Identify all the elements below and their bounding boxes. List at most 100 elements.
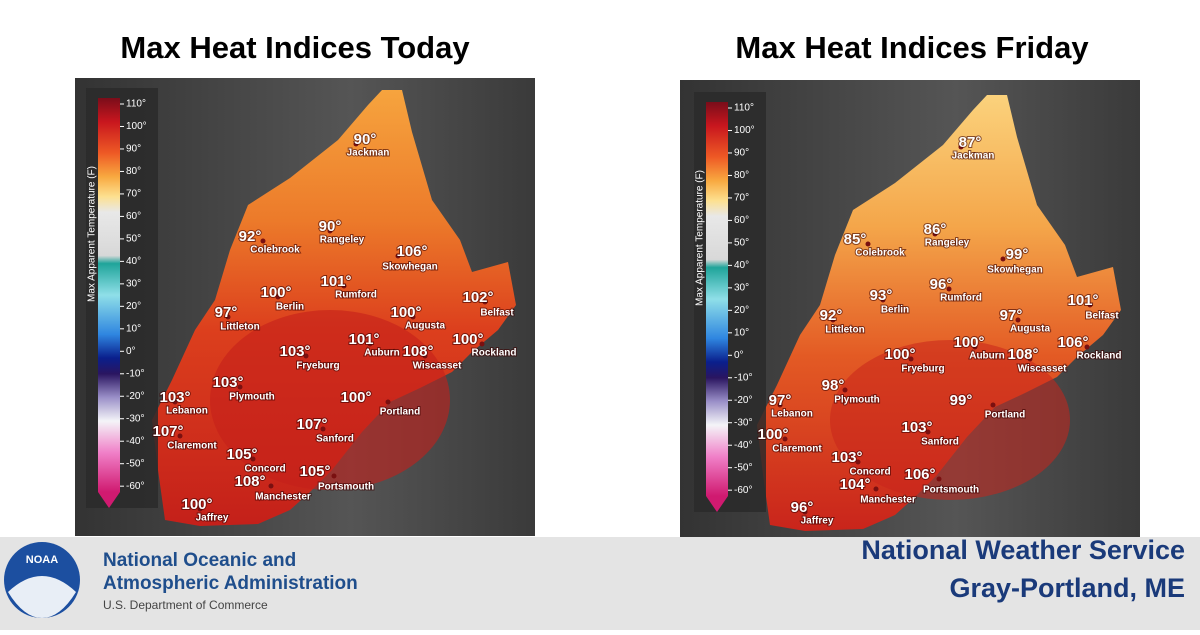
legend-label: -30° [126,413,144,424]
logo-text: NOAA [26,554,58,566]
legend-label: 30° [734,282,749,293]
city-dot [782,436,788,442]
legend-label: 100° [734,125,755,136]
legend-label: 100° [126,121,147,132]
panel-title: Max Heat Indices Friday [735,30,1089,65]
city-dot [873,486,879,492]
city-name: Lebanon [771,409,813,420]
city-temp: 102° [462,289,493,306]
logo-wave [8,576,76,618]
legend-label: 0° [734,350,744,361]
city-temp: 96° [930,276,953,293]
legend-label: 0° [126,346,136,357]
legend-label: 40° [126,256,141,267]
city-dot [225,314,231,320]
city-name: Skowhegan [987,265,1043,276]
city-temp: 98° [822,377,845,394]
city-temp: 101° [320,273,351,290]
heat-area [210,310,450,490]
city-name: Littleton [825,325,864,336]
service-name: National Weather Service [861,535,1185,565]
legend-label: -10° [126,368,144,379]
city-name: Auburn [969,351,1005,362]
city-name: Augusta [405,321,445,332]
legend-label: 60° [126,211,141,222]
city-dot [237,384,243,390]
color-scale [98,98,120,492]
legend-label: -20° [126,391,144,402]
city-dot [367,341,373,347]
office-name: Gray-Portland, ME [949,573,1185,603]
heat-area [830,340,1070,500]
city-name: Rumford [335,290,377,301]
city-dot [777,402,783,408]
legend-label: 40° [734,260,749,271]
city-temp: 103° [831,449,862,466]
legend-label: 70° [734,193,749,204]
footer-band [0,537,1200,630]
city-name: Belfast [480,308,514,319]
city-name: Rangeley [320,235,365,246]
city-temp: 100° [452,331,483,348]
city-dot [1087,302,1093,308]
city-temp: 107° [152,423,183,440]
city-name: Jackman [347,148,390,159]
city-temp: 93° [870,287,893,304]
legend-label: -60° [734,485,752,496]
city-name: Jaffrey [801,516,834,527]
city-temp: 108° [234,473,265,490]
legend-label: 110° [126,99,146,110]
city-name: Augusta [1010,324,1050,335]
city-temp: 100° [340,389,371,406]
city-dot [353,141,359,147]
city-temp: 106° [396,243,427,260]
city-name: Wiscasset [1018,364,1067,375]
city-temp: 85° [844,231,867,248]
city-temp: 108° [402,343,433,360]
city-temp: 100° [953,334,984,351]
legend-label: 50° [734,238,749,249]
city-name: Manchester [255,492,311,503]
city-dot [331,473,337,479]
legend-label: 30° [126,278,141,289]
city-name: Sanford [316,434,354,445]
city-temp: 97° [769,392,792,409]
city-name: Sanford [921,437,959,448]
city-name: Berlin [881,305,909,316]
city-dot [1084,344,1090,350]
color-scale [706,102,728,496]
city-dot [932,231,938,237]
scale-arrow [98,492,120,508]
legend-label: 110° [734,103,754,114]
legend-label: 90° [734,148,749,159]
city-temp: 105° [226,446,257,463]
legend-label: 10° [126,323,141,334]
city-dot [802,509,808,515]
city-name: Plymouth [229,392,275,403]
legend-title: Max Apparent Temperature (F) [695,170,706,306]
city-dot [303,353,309,359]
city-name: Jaffrey [196,513,229,524]
city-dot [925,429,931,435]
city-name: Claremont [167,441,217,452]
city-dot [341,283,347,289]
panel-title: Max Heat Indices Today [120,30,470,65]
city-dot [320,426,326,432]
city-dot [395,253,401,259]
city-temp: 100° [181,496,212,513]
city-temp: 90° [354,131,377,148]
city-name: Concord [244,464,285,475]
legend-label: 90° [126,144,141,155]
city-dot [275,294,281,300]
legend-label: -60° [126,481,144,492]
city-name: Rockland [471,348,516,359]
city-temp: 100° [757,426,788,443]
org-name: Atmospheric Administration [103,573,358,594]
legend-label: 10° [734,327,749,338]
city-temp: 101° [348,331,379,348]
city-dot [842,387,848,393]
city-name: Berlin [276,302,304,313]
legend-label: -10° [734,372,752,383]
city-dot [1015,317,1021,323]
city-temp: 103° [279,343,310,360]
